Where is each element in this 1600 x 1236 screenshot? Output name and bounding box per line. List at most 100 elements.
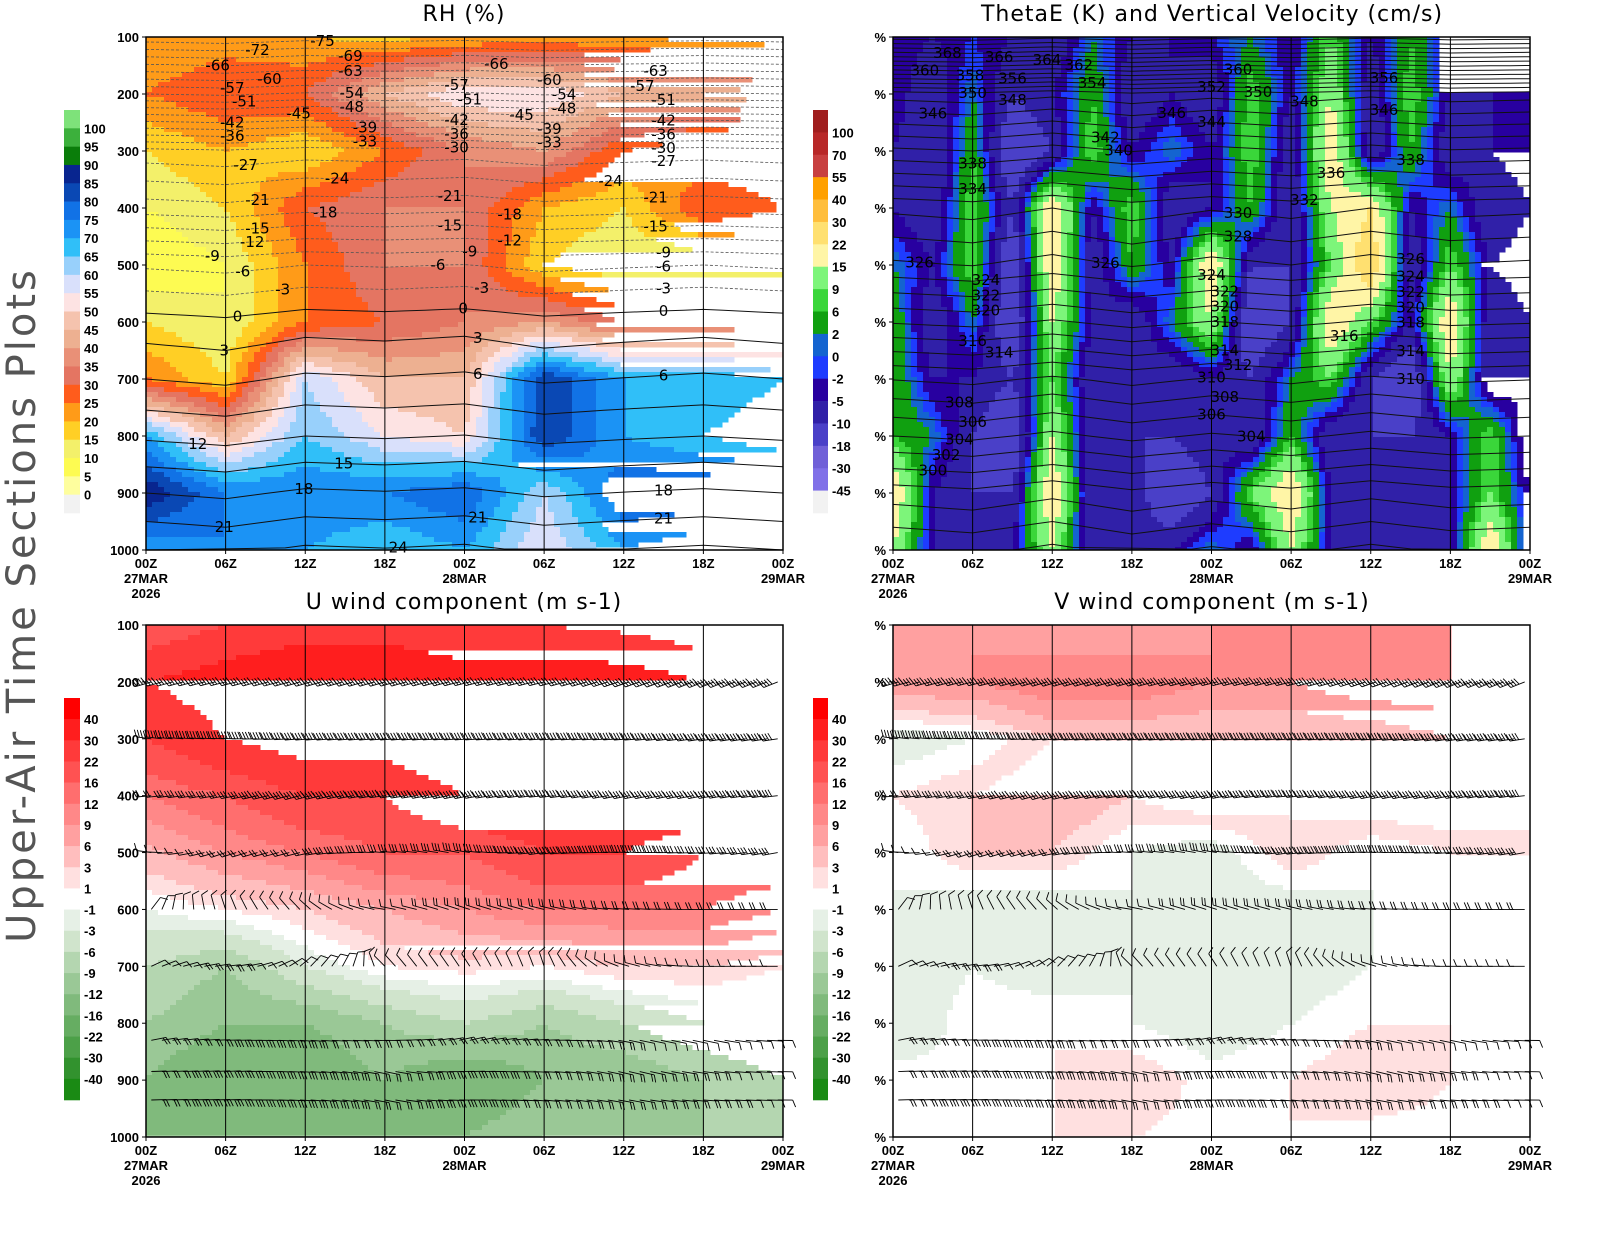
heatmap-cell bbox=[1307, 297, 1314, 303]
heatmap-cell bbox=[1445, 162, 1506, 168]
heatmap-cell bbox=[350, 272, 489, 278]
heatmap-cell bbox=[1421, 332, 1428, 338]
heatmap-cell bbox=[1265, 42, 1278, 48]
heatmap-cell bbox=[302, 362, 315, 368]
heatmap-cell bbox=[1361, 177, 1374, 183]
heatmap-cell bbox=[1061, 247, 1068, 253]
heatmap-cell bbox=[1229, 317, 1236, 323]
heatmap-cell bbox=[1115, 267, 1122, 273]
heatmap-cell bbox=[923, 317, 948, 323]
heatmap-cell bbox=[1061, 352, 1074, 358]
te-shaded-field bbox=[893, 37, 1530, 551]
heatmap-cell bbox=[1415, 347, 1422, 353]
heatmap-cell bbox=[989, 227, 996, 233]
heatmap-cell bbox=[1277, 212, 1302, 218]
heatmap-cell bbox=[1247, 162, 1260, 168]
heatmap-cell bbox=[1199, 227, 1236, 233]
heatmap-cell bbox=[977, 137, 984, 143]
heatmap-cell bbox=[1283, 377, 1290, 383]
heatmap-cell bbox=[242, 422, 261, 428]
heatmap-cell bbox=[1229, 272, 1236, 278]
heatmap-cell bbox=[893, 342, 906, 348]
heatmap-cell bbox=[893, 187, 942, 193]
heatmap-cell bbox=[911, 287, 924, 293]
heatmap-cell bbox=[989, 277, 1002, 283]
heatmap-cell bbox=[242, 357, 255, 363]
heatmap-cell bbox=[1319, 162, 1326, 168]
heatmap-cell bbox=[146, 197, 213, 203]
heatmap-cell bbox=[1283, 102, 1290, 108]
heatmap-cell bbox=[1187, 217, 1200, 223]
heatmap-cell bbox=[536, 392, 573, 398]
heatmap-cell bbox=[662, 117, 741, 123]
heatmap-cell bbox=[995, 322, 1020, 328]
heatmap-cell bbox=[1277, 207, 1302, 213]
heatmap-cell bbox=[1241, 47, 1260, 53]
heatmap-cell bbox=[572, 147, 603, 153]
heatmap-cell bbox=[350, 192, 507, 198]
heatmap-cell bbox=[1277, 377, 1284, 383]
heatmap-cell bbox=[146, 117, 219, 123]
heatmap-cell bbox=[1127, 157, 1146, 163]
heatmap-cell bbox=[1391, 92, 1398, 98]
heatmap-cell bbox=[1109, 202, 1128, 208]
heatmap-cell bbox=[1043, 367, 1050, 373]
heatmap-cell bbox=[1463, 372, 1470, 378]
heatmap-cell bbox=[416, 502, 477, 508]
heatmap-cell bbox=[1217, 127, 1224, 133]
heatmap-cell bbox=[560, 77, 609, 83]
heatmap-cell bbox=[188, 432, 207, 438]
heatmap-cell bbox=[1313, 297, 1320, 303]
heatmap-cell bbox=[1463, 312, 1470, 318]
heatmap-cell bbox=[1001, 197, 1020, 203]
heatmap-cell bbox=[1487, 312, 1530, 318]
contour-label: -15 bbox=[438, 216, 463, 234]
heatmap-cell bbox=[1439, 212, 1446, 218]
heatmap-cell bbox=[929, 367, 948, 373]
heatmap-cell bbox=[1091, 107, 1098, 113]
heatmap-cell bbox=[392, 137, 435, 143]
heatmap-cell bbox=[1043, 277, 1050, 283]
heatmap-cell bbox=[1067, 72, 1074, 78]
heatmap-cell bbox=[983, 232, 990, 238]
heatmap-cell bbox=[254, 312, 279, 318]
heatmap-cell bbox=[983, 242, 990, 248]
heatmap-cell bbox=[164, 357, 213, 363]
heatmap-cell bbox=[1427, 332, 1434, 338]
heatmap-cell bbox=[1289, 347, 1296, 353]
heatmap-cell bbox=[1475, 272, 1482, 278]
heatmap-cell bbox=[254, 297, 279, 303]
heatmap-cell bbox=[1007, 227, 1014, 233]
heatmap-cell bbox=[1385, 147, 1392, 153]
heatmap-cell bbox=[1073, 252, 1080, 258]
heatmap-cell bbox=[1097, 42, 1104, 48]
heatmap-cell bbox=[1469, 182, 1518, 188]
heatmap-cell bbox=[1115, 132, 1122, 138]
contour-label: -6 bbox=[656, 257, 671, 275]
heatmap-cell bbox=[1127, 197, 1134, 203]
heatmap-cell bbox=[1079, 52, 1086, 58]
heatmap-cell bbox=[1397, 97, 1404, 103]
heatmap-cell bbox=[608, 87, 741, 93]
heatmap-cell bbox=[989, 267, 996, 273]
heatmap-cell bbox=[602, 357, 735, 363]
heatmap-cell bbox=[1457, 262, 1470, 268]
heatmap-cell bbox=[332, 357, 387, 363]
heatmap-cell bbox=[1301, 222, 1308, 228]
heatmap-cell bbox=[1157, 227, 1164, 233]
heatmap-cell bbox=[1259, 117, 1272, 123]
heatmap-cell bbox=[947, 157, 954, 163]
heatmap-cell bbox=[266, 417, 279, 423]
heatmap-cell bbox=[518, 347, 537, 353]
heatmap-cell bbox=[464, 217, 489, 223]
heatmap-cell bbox=[230, 362, 237, 368]
heatmap-cell bbox=[158, 517, 225, 523]
heatmap-cell bbox=[1397, 177, 1416, 183]
heatmap-cell bbox=[893, 232, 918, 238]
heatmap-cell bbox=[1337, 342, 1350, 348]
heatmap-cell bbox=[1427, 262, 1434, 268]
heatmap-cell bbox=[1109, 107, 1116, 113]
heatmap-cell bbox=[995, 312, 1020, 318]
heatmap-cell bbox=[989, 202, 996, 208]
heatmap-cell bbox=[953, 207, 960, 213]
